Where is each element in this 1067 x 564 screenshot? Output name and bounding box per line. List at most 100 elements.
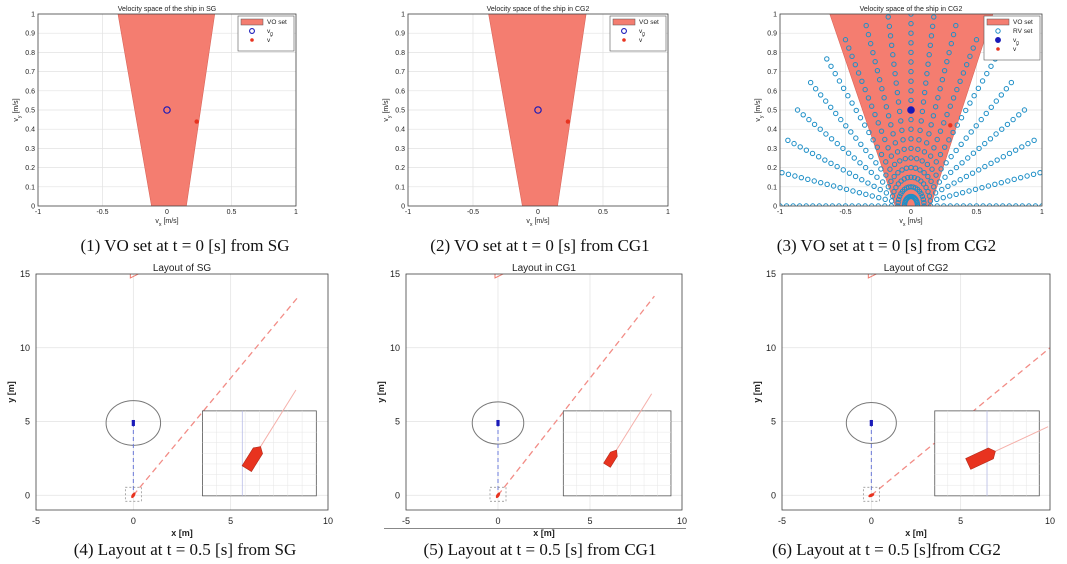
rv-set-point: [1006, 150, 1013, 157]
rv-set-point: [842, 37, 849, 43]
rv-set-point: [973, 203, 980, 206]
rv-set-point: [783, 203, 790, 206]
rv-set-point: [867, 40, 874, 47]
rv-set-point: [994, 157, 1000, 163]
rv-set-point: [937, 86, 943, 92]
rv-set-point: [968, 129, 974, 135]
rv-set-point: [780, 169, 785, 176]
velocity-panel-3: -1 -0.5 0 0.5 1 0 0.1 0.2 0.3 0.4 0.5 0.6 0.7 0.8 0.9 1…: [755, 6, 1044, 228]
rv-set-point: [1016, 112, 1022, 118]
rv-set-point: [915, 176, 921, 182]
rv-set-point: [993, 98, 999, 104]
rv-set-point: [988, 63, 994, 69]
rv-set-point: [846, 45, 852, 51]
rv-set-point: [934, 203, 940, 206]
rv-set-point: [891, 173, 897, 180]
rv-set-point: [970, 45, 976, 51]
velocity-panel-1: -1 -0.5 0 0.5 1 0 0.1 0.2 0.3 0.4 0.5 0.6 0.7 0.8 0.9 1…: [13, 6, 298, 228]
y-axis-label-text: vy [m/s]: [383, 98, 393, 121]
rv-set-point: [917, 127, 923, 134]
x-tick-label: 0: [536, 209, 540, 216]
rv-set-point: [796, 203, 803, 206]
rv-set-point: [812, 86, 819, 92]
y-tick-label: 0.1: [25, 184, 35, 191]
rv-set-point: [815, 154, 822, 160]
rv-set-point: [908, 126, 914, 132]
rv-set-point: [817, 179, 824, 186]
rv-set-point: [829, 203, 836, 206]
plot-area: [780, 14, 1042, 206]
inset-ship: [603, 449, 618, 468]
rv-set-point: [933, 159, 939, 165]
rv-set-point: [980, 203, 986, 206]
rv-set-point: [921, 170, 927, 176]
legend-swatch-vstar: [996, 47, 1000, 51]
x-tick-label: 1: [294, 209, 298, 216]
rv-set-point: [926, 131, 932, 137]
y-tick-label: 0.3: [25, 146, 35, 153]
caption-2: (2) VO set at t = 0 [s] from CG1: [430, 236, 650, 255]
legend-swatch-vstar: [622, 38, 626, 42]
rv-set-point: [848, 129, 854, 135]
rv-set-point: [946, 49, 952, 56]
y-tick-label: 1: [401, 12, 405, 19]
x-tick-label: 1: [666, 209, 670, 216]
rv-set-point: [970, 150, 977, 156]
rv-set-point: [895, 199, 901, 206]
rv-set-point: [953, 147, 959, 154]
y-tick-label: 0: [25, 490, 30, 500]
rv-set-point: [899, 167, 905, 173]
rv-set-point: [950, 95, 957, 101]
rv-set-point: [938, 166, 944, 172]
rv-set-point: [874, 67, 881, 74]
rv-set-point: [840, 167, 846, 173]
rv-set-point: [954, 86, 960, 93]
rv-set-point: [899, 127, 905, 134]
plot-area: [471, 274, 672, 502]
y-tick-label: 0.2: [767, 165, 777, 172]
rv-set-point: [1037, 169, 1042, 176]
rv-set-point: [901, 203, 908, 206]
rv-set-point: [975, 85, 982, 92]
rv-set-point: [828, 160, 834, 167]
x-tick-label: 0: [909, 209, 913, 216]
rv-set-point: [954, 122, 961, 128]
legend-label: v0: [267, 28, 273, 38]
rv-set-point: [877, 186, 883, 193]
x-tick-label: -1: [405, 209, 411, 216]
rv-set-point: [926, 193, 933, 199]
rv-set-point: [935, 95, 941, 101]
rv-set-point: [1017, 174, 1024, 181]
rv-set-point: [979, 78, 986, 84]
legend: VO set RV set v0v*: [983, 15, 1041, 61]
rv-set-point: [797, 144, 803, 150]
legend-swatch-v0: [249, 28, 255, 34]
x-tick-label: 10: [1045, 516, 1055, 526]
rv-set-point: [840, 145, 846, 152]
rv-set-point: [885, 145, 891, 151]
rv-set-point: [963, 135, 969, 141]
y-tick-label: 0.5: [25, 108, 35, 115]
rv-set-point: [851, 155, 857, 161]
plot-area: [105, 274, 317, 502]
rv-set-point: [893, 184, 899, 191]
legend-swatch-vstar: [250, 38, 254, 42]
rv-set-point: [898, 190, 904, 197]
x-tick-label: 5: [587, 516, 592, 526]
rv-set-point: [888, 122, 894, 128]
rv-set-point: [963, 107, 969, 114]
rv-set-point: [953, 22, 959, 29]
rv-set-point: [881, 95, 887, 101]
rv-set-point: [807, 79, 814, 86]
rv-set-point: [930, 184, 937, 190]
rv-set-point: [828, 104, 834, 110]
rv-set-point: [928, 122, 934, 128]
rv-set-point: [1031, 137, 1037, 144]
rv-set-point: [870, 137, 876, 143]
rv-set-point: [1000, 203, 1006, 206]
rv-set-point: [965, 155, 971, 161]
rv-set-point: [887, 33, 894, 39]
rv-set-point: [892, 140, 899, 146]
rv-set-point: [863, 147, 869, 154]
rv-set-point: [921, 149, 928, 155]
